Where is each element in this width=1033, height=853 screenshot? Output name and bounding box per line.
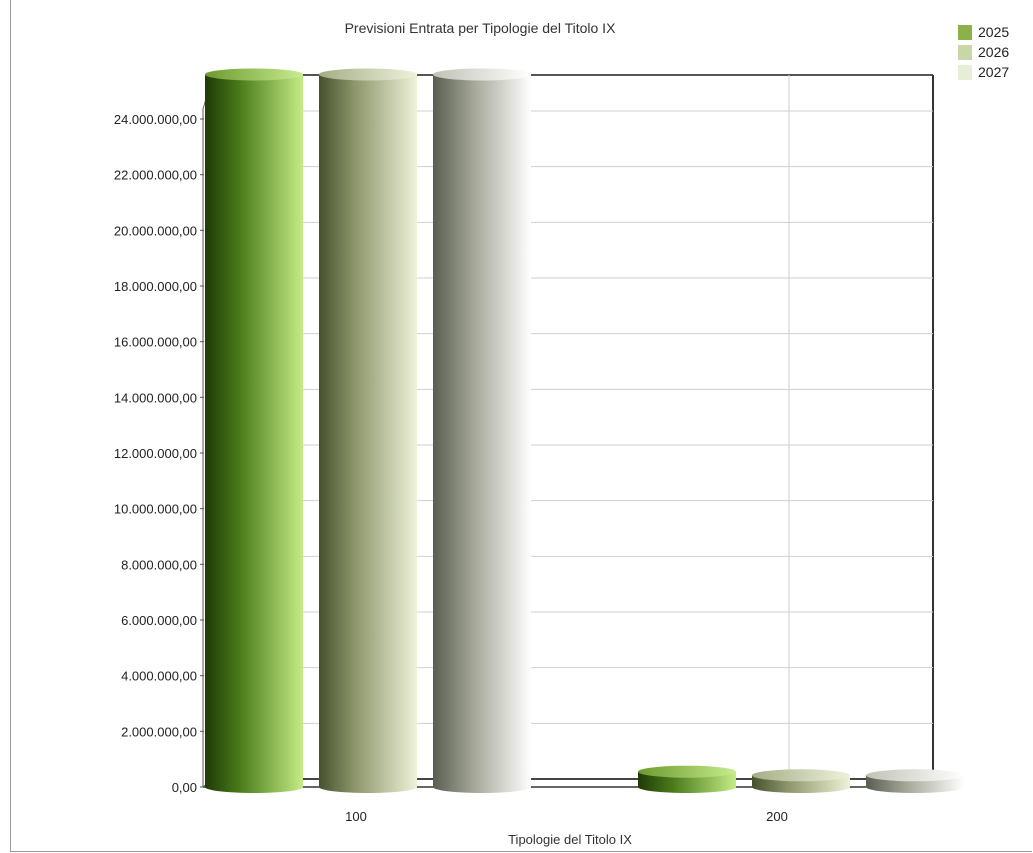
bar-2025-200 (638, 765, 736, 793)
legend-label: 2026 (978, 44, 1010, 60)
y-tick-label: 8.000.000,00 (121, 557, 197, 572)
bar-base (433, 781, 531, 793)
bar-base (752, 781, 850, 793)
y-tick-label: 2.000.000,00 (121, 724, 197, 739)
y-tick-label: 4.000.000,00 (121, 669, 197, 684)
legend-item-2027: 2027 (958, 62, 1009, 82)
bar-2025-100 (205, 68, 303, 793)
bar-2027-100 (433, 68, 531, 793)
chart-title: Previsioni Entrata per Tipologie del Tit… (344, 20, 616, 36)
y-tick-label: 14.000.000,00 (114, 390, 197, 405)
bar-cap (205, 68, 303, 81)
y-tick-label: 12.000.000,00 (114, 446, 197, 461)
bar-cap (319, 68, 417, 81)
x-tick-label: 200 (766, 809, 788, 824)
x-tick-label: 100 (345, 809, 367, 824)
bar-2027-200 (866, 769, 964, 793)
legend-label: 2025 (978, 24, 1010, 40)
legend-swatch (958, 44, 972, 60)
y-tick-label: 10.000.000,00 (114, 502, 197, 517)
bar-2026-200 (752, 769, 850, 793)
bar-base (205, 781, 303, 793)
bar-base (638, 781, 736, 793)
bar-body (319, 74, 417, 787)
y-tick-label: 22.000.000,00 (114, 168, 197, 183)
y-tick-label: 24.000.000,00 (114, 112, 197, 127)
legend-item-2025: 2025 (958, 22, 1009, 42)
bar-base (866, 781, 964, 793)
bar-base (319, 781, 417, 793)
bar-2026-100 (319, 68, 417, 793)
y-tick-label: 6.000.000,00 (121, 613, 197, 628)
y-tick-label: 18.000.000,00 (114, 279, 197, 294)
bar-cap (752, 769, 850, 782)
legend-swatch (958, 64, 972, 80)
legend-label: 2027 (978, 64, 1010, 80)
bar-cap (866, 769, 964, 782)
y-tick-label: 0,00 (172, 780, 197, 795)
y-tick-label: 20.000.000,00 (114, 223, 197, 238)
bar-body (433, 74, 531, 787)
bar-body (205, 74, 303, 787)
bar-cap (433, 68, 531, 81)
y-tick-label: 16.000.000,00 (114, 335, 197, 350)
x-axis-title: Tipologie del Titolo IX (508, 832, 632, 847)
chart-legend: 2025 2026 2027 (958, 22, 1009, 82)
chart-frame (10, 0, 1032, 852)
bar-cap (638, 765, 736, 778)
legend-swatch (958, 24, 972, 40)
legend-item-2026: 2026 (958, 42, 1009, 62)
